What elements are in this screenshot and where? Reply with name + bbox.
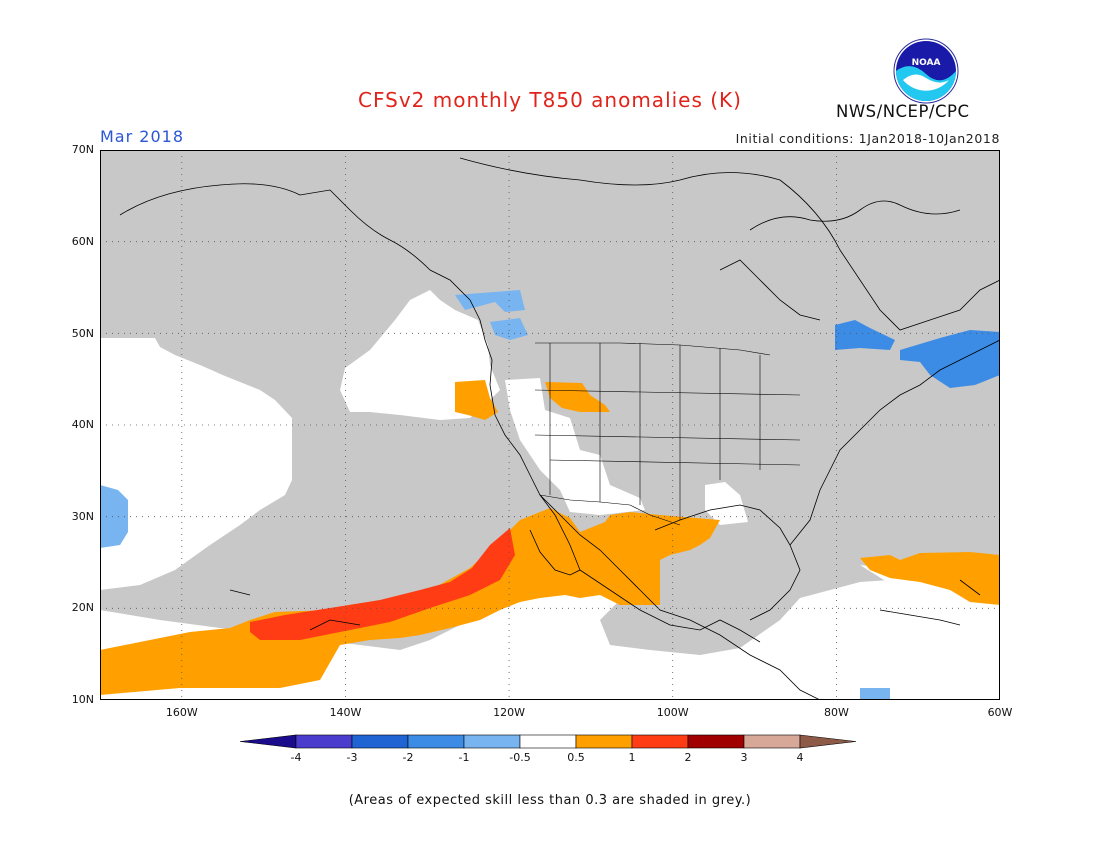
colorbar-swatch bbox=[687, 734, 745, 749]
coastlines bbox=[119, 157, 1000, 700]
colorbar-swatch bbox=[407, 734, 465, 749]
colorbar-arrow-high bbox=[799, 734, 857, 749]
forecast-month: Mar 2018 bbox=[100, 127, 184, 146]
colorbar-swatch bbox=[519, 734, 577, 749]
colorbar-arrow-low bbox=[240, 734, 297, 749]
lat-label-50n: 50N bbox=[71, 327, 94, 340]
colorbar-label: 0.5 bbox=[567, 751, 585, 764]
lat-label-10n: 10N bbox=[71, 693, 94, 706]
lon-label-100w: 100W bbox=[656, 706, 689, 719]
map-title: CFSv2 monthly T850 anomalies (K) bbox=[358, 88, 742, 112]
colorbar-swatch bbox=[351, 734, 409, 749]
lon-label-60w: 60W bbox=[987, 706, 1013, 719]
cool-anomaly-0-5-to-1 bbox=[100, 290, 890, 700]
svg-text:NOAA: NOAA bbox=[912, 58, 941, 68]
lat-label-70n: 70N bbox=[71, 143, 94, 156]
colorbar-label: -3 bbox=[346, 751, 358, 764]
colorbar-label: -4 bbox=[290, 751, 302, 764]
colorbar-swatch bbox=[743, 734, 801, 749]
colorbar-label: 2 bbox=[684, 751, 692, 764]
noaa-logo: NOAA bbox=[893, 38, 959, 104]
lon-label-80w: 80W bbox=[823, 706, 849, 719]
map-frame bbox=[100, 150, 1000, 700]
graticule bbox=[100, 150, 1000, 700]
cool-anomaly-1-to-2 bbox=[835, 320, 1000, 388]
initial-conditions: Initial conditions: 1Jan2018-10Jan2018 bbox=[735, 131, 1000, 146]
colorbar-label: -1 bbox=[458, 751, 470, 764]
colorbar-swatch bbox=[295, 734, 353, 749]
lon-label-160w: 160W bbox=[165, 706, 198, 719]
colorbar-swatch bbox=[631, 734, 689, 749]
lat-label-60n: 60N bbox=[71, 235, 94, 248]
colorbar-label: -2 bbox=[402, 751, 414, 764]
political-boundaries bbox=[534, 342, 801, 526]
warm-anomaly-1-to-2 bbox=[250, 528, 515, 640]
lat-label-40n: 40N bbox=[71, 418, 94, 431]
colorbar-label: 4 bbox=[796, 751, 804, 764]
colorbar-label: -0.5 bbox=[509, 751, 531, 764]
colorbar-swatch bbox=[463, 734, 521, 749]
lat-label-20n: 20N bbox=[71, 601, 94, 614]
colorbar-swatch bbox=[575, 734, 633, 749]
lat-label-30n: 30N bbox=[71, 510, 94, 523]
lon-label-140w: 140W bbox=[329, 706, 362, 719]
colorbar-label: 1 bbox=[628, 751, 636, 764]
anomaly-map bbox=[100, 150, 1000, 700]
lon-label-120w: 120W bbox=[493, 706, 526, 719]
colorbar-label: 3 bbox=[740, 751, 748, 764]
colorbar bbox=[240, 734, 857, 749]
organization-label: NWS/NCEP/CPC bbox=[836, 102, 970, 121]
skill-footnote: (Areas of expected skill less than 0.3 a… bbox=[348, 793, 752, 808]
